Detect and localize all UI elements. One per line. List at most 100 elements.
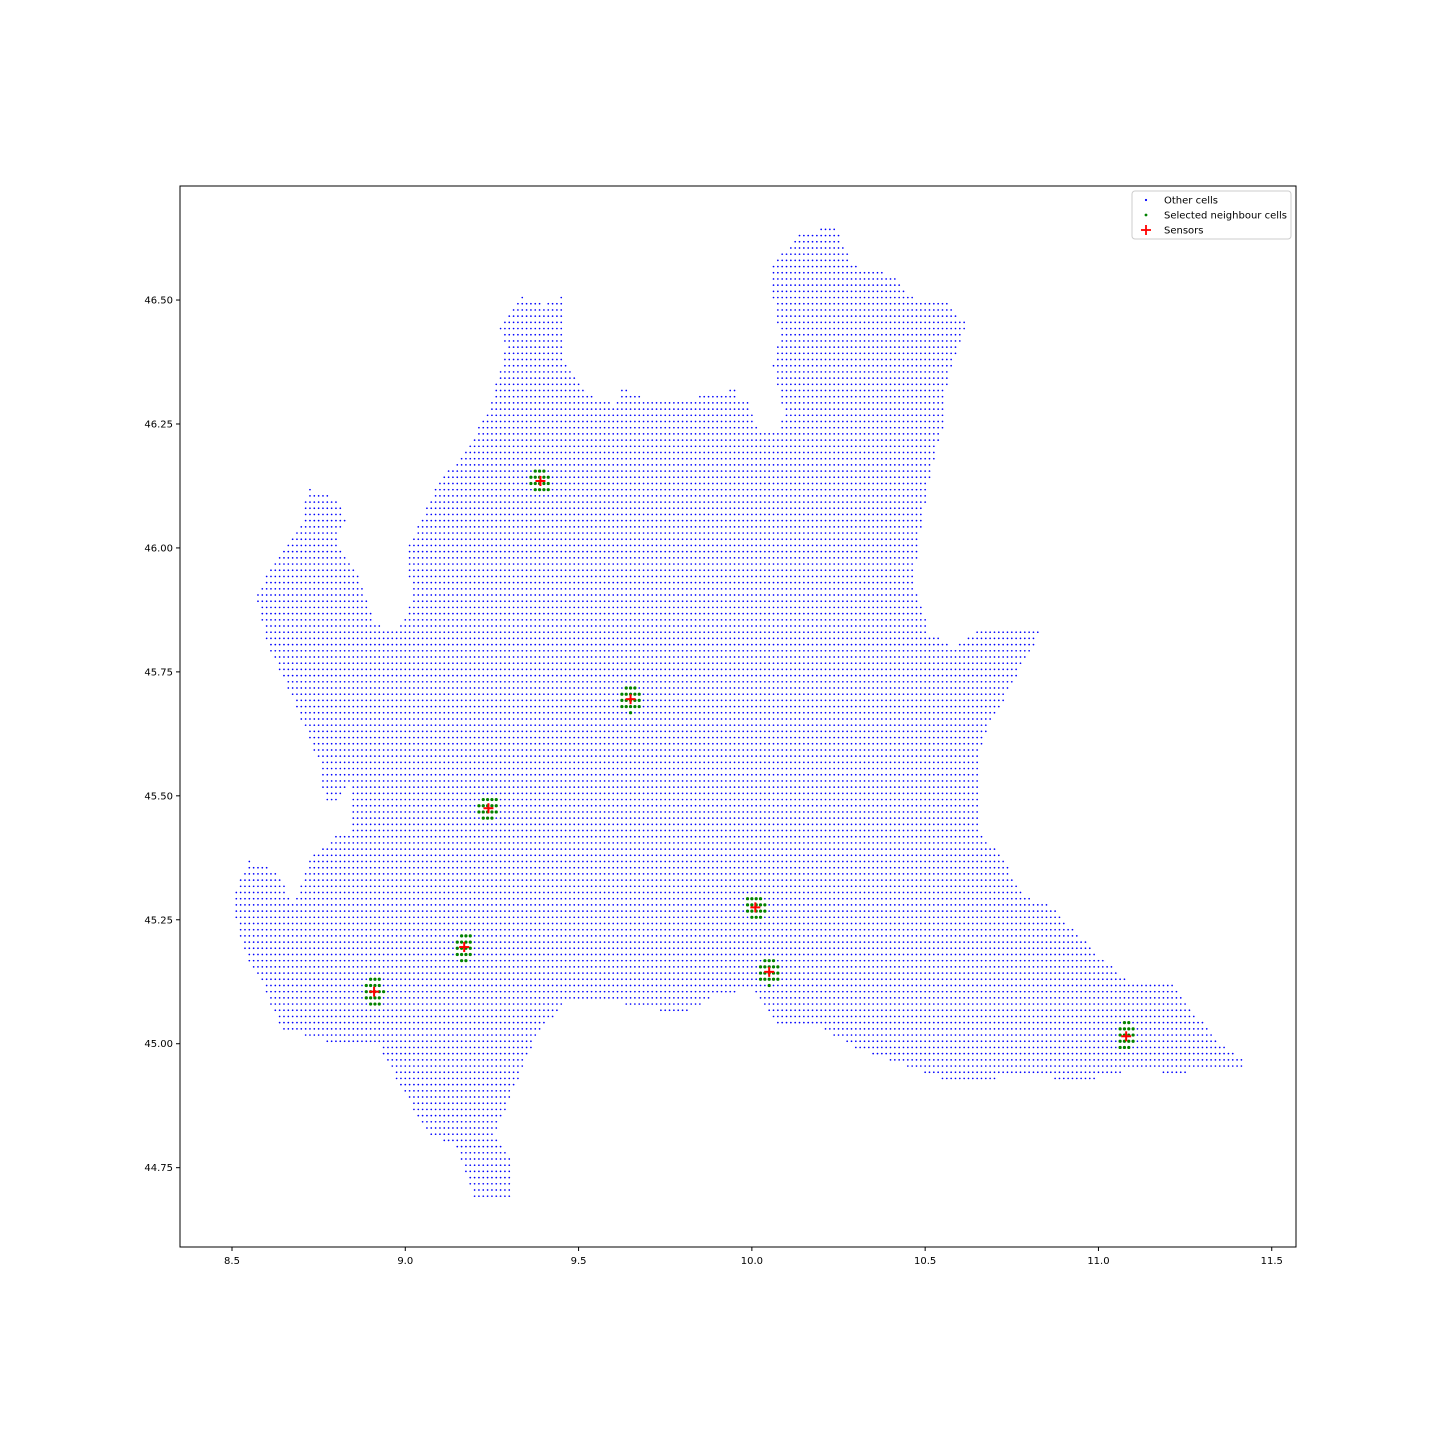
- other-cell-point: [352, 997, 355, 999]
- other-cell-point: [339, 990, 342, 993]
- other-cell-point: [803, 941, 805, 943]
- other-cell-point: [867, 928, 870, 931]
- other-cell-point: [560, 928, 563, 931]
- other-cell-point: [361, 910, 363, 912]
- other-cell-point: [642, 1003, 645, 1005]
- other-cell-point: [1175, 1046, 1178, 1049]
- other-cell-point: [634, 910, 636, 912]
- other-cell-point: [1140, 1065, 1143, 1067]
- other-cell-point: [482, 1120, 485, 1123]
- other-cell-point: [889, 935, 892, 937]
- other-cell-point: [945, 997, 948, 999]
- other-cell-point: [408, 910, 411, 912]
- other-cell-point: [452, 1096, 454, 1098]
- other-cell-point: [889, 953, 892, 956]
- other-cell-point: [443, 922, 446, 925]
- other-cell-point: [634, 935, 636, 937]
- other-cell-point: [417, 1009, 420, 1012]
- other-cell-point: [287, 910, 290, 912]
- other-cell-point: [915, 922, 918, 925]
- other-cell-point: [928, 966, 931, 968]
- other-cell-point: [971, 928, 974, 931]
- other-cell-point: [495, 1052, 498, 1055]
- other-cell-point: [850, 928, 853, 931]
- other-cell-point: [400, 941, 402, 943]
- other-cell-point: [993, 959, 996, 962]
- other-cell-point: [460, 1046, 463, 1049]
- other-cell-point: [1058, 1015, 1061, 1018]
- other-cell-point: [945, 959, 948, 962]
- other-cell-point: [335, 1040, 337, 1043]
- other-cell-point: [400, 1077, 402, 1080]
- other-cell-point: [634, 990, 636, 993]
- other-cell-point: [902, 947, 905, 950]
- other-cell-point: [841, 1015, 844, 1018]
- other-cell-point: [833, 1034, 836, 1036]
- other-cell-point: [404, 1040, 407, 1043]
- other-cell-point: [1184, 1028, 1186, 1030]
- other-cell-point: [1132, 1052, 1134, 1055]
- other-cell-point: [590, 910, 593, 912]
- other-cell-point: [365, 1015, 368, 1018]
- other-cell-point: [447, 984, 450, 987]
- other-cell-point: [508, 1083, 511, 1086]
- other-cell-point: [473, 1089, 476, 1092]
- other-cell-point: [1062, 997, 1065, 999]
- other-cell-point: [690, 978, 693, 981]
- other-cell-point: [1036, 916, 1039, 919]
- other-cell-point: [343, 1015, 346, 1018]
- other-cell-point: [426, 1040, 428, 1043]
- other-cell-point: [945, 1003, 948, 1005]
- other-cell-point: [356, 947, 359, 950]
- other-cell-point: [408, 984, 411, 987]
- other-cell-point: [941, 959, 944, 962]
- other-cell-point: [1036, 1034, 1039, 1036]
- other-cell-point: [1080, 1028, 1082, 1030]
- other-cell-point: [426, 1102, 428, 1105]
- other-cell-point: [850, 984, 853, 987]
- other-cell-point: [543, 1003, 545, 1005]
- other-cell-point: [374, 1009, 376, 1012]
- other-cell-point: [478, 935, 480, 937]
- other-cell-point: [824, 928, 827, 931]
- other-cell-point: [556, 984, 558, 987]
- other-cell-point: [499, 1028, 502, 1030]
- other-cell-point: [586, 978, 589, 981]
- other-cell-point: [486, 959, 489, 962]
- other-cell-point: [993, 1058, 996, 1061]
- other-cell-point: [560, 941, 563, 943]
- other-cell-point: [690, 953, 693, 956]
- other-cell-point: [456, 1009, 459, 1012]
- other-cell-point: [699, 966, 701, 968]
- other-cell-point: [850, 966, 853, 968]
- other-cell-point: [794, 953, 797, 956]
- other-cell-point: [1045, 984, 1048, 987]
- other-cell-point: [1002, 922, 1004, 925]
- other-cell-point: [517, 990, 519, 993]
- other-cell-point: [989, 1021, 991, 1024]
- other-cell-point: [343, 1009, 346, 1012]
- other-cell-point: [1019, 1034, 1022, 1036]
- other-cell-point: [1188, 1040, 1191, 1043]
- other-cell-point: [283, 959, 285, 962]
- other-cell-point: [1080, 1046, 1082, 1049]
- other-cell-point: [1067, 928, 1069, 931]
- other-cell-point: [616, 959, 619, 962]
- other-cell-point: [248, 959, 251, 962]
- other-cell-point: [1002, 916, 1004, 919]
- other-cell-point: [378, 916, 381, 919]
- other-cell-point: [1114, 1046, 1117, 1049]
- other-cell-point: [499, 947, 502, 950]
- other-cell-point: [265, 904, 268, 906]
- other-cell-point: [993, 1077, 996, 1080]
- other-cell-point: [811, 928, 814, 931]
- other-cell-point: [1205, 1052, 1208, 1055]
- other-cell-point: [534, 1021, 537, 1024]
- other-cell-point: [781, 1009, 784, 1012]
- other-cell-point: [512, 966, 515, 968]
- other-cell-point: [950, 1040, 953, 1043]
- other-cell-point: [504, 1034, 506, 1036]
- other-cell-point: [504, 1189, 506, 1191]
- other-cell-point: [413, 1021, 415, 1024]
- other-cell-point: [365, 904, 368, 906]
